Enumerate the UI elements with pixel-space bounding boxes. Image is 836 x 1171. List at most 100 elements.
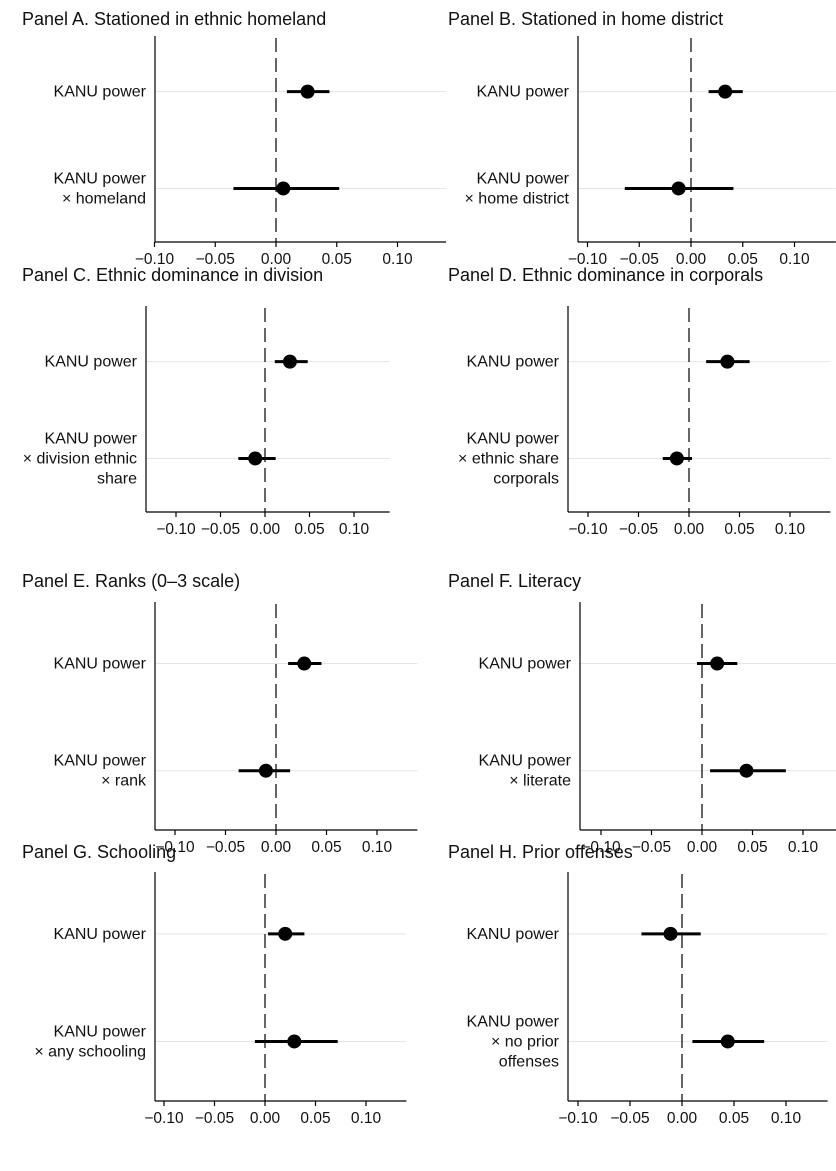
row-label-line: × no prior	[491, 1033, 560, 1050]
panel-title: Panel A. Stationed in ethnic homeland	[22, 9, 326, 29]
x-tick-label: −0.10	[135, 251, 175, 268]
row-label-line: KANU power	[54, 656, 147, 673]
point-estimate	[720, 354, 735, 369]
panel-title: Panel G. Schooling	[22, 842, 176, 862]
x-tick-label: 0.05	[300, 1110, 330, 1127]
row-label: KANU power	[54, 84, 147, 101]
x-tick-label: 0.05	[724, 521, 754, 538]
row-label-line: offenses	[499, 1053, 559, 1070]
x-tick-label: 0.00	[250, 521, 281, 538]
row-label-line: KANU power	[477, 84, 570, 101]
x-tick-label: 0.10	[339, 521, 370, 538]
x-tick-label: −0.05	[195, 1110, 234, 1127]
row-label: KANU power	[45, 354, 138, 371]
row-label-line: KANU power	[45, 354, 138, 371]
row-label-line: KANU power	[54, 84, 147, 101]
x-tick-label: 0.00	[261, 251, 292, 268]
panel-h: Panel H. Prior offenses−0.10 −0.05 0.00 0.0…	[448, 842, 828, 1127]
x-tick-label: −0.05	[201, 521, 240, 538]
panel-b: Panel B. Stationed in home district −0.10…	[448, 9, 836, 268]
point-estimate	[282, 354, 297, 369]
x-tick-label: 0.05	[322, 251, 352, 268]
x-tick-label: 0.00	[676, 251, 707, 268]
x-tick-label: −0.10	[156, 521, 196, 538]
row-label: KANU power	[467, 926, 560, 943]
point-estimate	[720, 1034, 735, 1049]
point-estimate	[287, 1034, 302, 1049]
panel-f: Panel F. Literacy −0.10 −0.05 0.00 0.05 0.10 K…	[448, 571, 836, 856]
row-label-line: KANU power	[477, 170, 570, 187]
row-label: KANU power × any schooling	[34, 1023, 146, 1060]
x-tick-label: 0.00	[250, 1110, 281, 1127]
point-estimate	[278, 926, 293, 941]
x-tick-label: −0.10	[155, 839, 195, 856]
x-tick-label: 0.10	[775, 521, 806, 538]
row-label: KANU power	[54, 656, 147, 673]
row-label-line: KANU power	[467, 354, 560, 371]
x-tick-label: 0.00	[687, 839, 718, 856]
x-tick-label: 0.10	[351, 1110, 382, 1127]
row-label-line: KANU power	[54, 926, 147, 943]
row-label: KANU power	[467, 354, 560, 371]
panel-g: Panel G. Schooling−0.10 −0.05 0.00 0.05 0.10…	[22, 842, 407, 1127]
row-label: KANU power × division ethnic share	[23, 430, 138, 487]
panel-title: Panel E. Ranks (0–3 scale)	[22, 571, 240, 591]
row-label-line: share	[97, 470, 137, 487]
panel-a: Panel A. Stationed in ethnic homeland −0.…	[22, 9, 447, 268]
panel-title: Panel B. Stationed in home district	[448, 9, 723, 29]
row-label: KANU power × homeland	[54, 170, 147, 207]
x-tick-label: 0.10	[779, 251, 810, 268]
row-label-line: KANU power	[54, 1023, 147, 1040]
x-tick-label: −0.10	[568, 251, 608, 268]
x-tick-label: 0.05	[294, 521, 324, 538]
x-tick-label: 0.05	[311, 839, 341, 856]
row-label: KANU power × literate	[479, 753, 572, 790]
row-label-line: × any schooling	[34, 1043, 146, 1060]
point-estimate	[248, 451, 263, 466]
x-tick-label: −0.05	[632, 839, 671, 856]
row-label-line: × division ethnic	[23, 450, 137, 467]
x-tick-label: −0.05	[206, 839, 245, 856]
row-label-line: KANU power	[467, 926, 560, 943]
point-estimate	[663, 926, 678, 941]
panel-title: Panel F. Literacy	[448, 571, 581, 591]
x-tick-label: 0.10	[362, 839, 393, 856]
x-tick-label: −0.10	[558, 1110, 598, 1127]
row-label-line: × literate	[509, 773, 571, 790]
point-estimate	[276, 181, 291, 196]
x-tick-label: −0.10	[568, 521, 608, 538]
panel-title: Panel C. Ethnic dominance in division	[22, 265, 323, 285]
x-tick-label: 0.10	[771, 1110, 802, 1127]
panel-title: Panel H. Prior offenses	[448, 842, 633, 862]
panel-title: Panel D. Ethnic dominance in corporals	[448, 265, 763, 285]
row-label: KANU power	[54, 926, 147, 943]
row-label-line: KANU power	[54, 170, 147, 187]
row-label-line: × home district	[465, 190, 570, 207]
row-label-line: × homeland	[62, 190, 146, 207]
x-tick-label: −0.10	[144, 1110, 184, 1127]
row-label-line: KANU power	[45, 430, 138, 447]
row-label: KANU power	[477, 84, 570, 101]
x-tick-label: −0.10	[581, 839, 621, 856]
x-tick-label: −0.05	[619, 521, 658, 538]
x-tick-label: 0.05	[719, 1110, 749, 1127]
point-estimate	[739, 763, 754, 778]
x-tick-label: 0.00	[261, 839, 292, 856]
point-estimate	[718, 84, 733, 99]
row-label: KANU power × no prior offenses	[467, 1013, 560, 1070]
panel-d: Panel D. Ethnic dominance in corporals −0…	[448, 265, 831, 538]
point-estimate	[710, 656, 725, 671]
point-estimate	[669, 451, 684, 466]
row-label: KANU power × ethnic share corporals	[458, 430, 560, 487]
x-tick-label: 0.00	[674, 521, 705, 538]
x-tick-label: 0.00	[667, 1110, 698, 1127]
row-label: KANU power × home district	[465, 170, 570, 207]
point-estimate	[297, 656, 312, 671]
point-estimate	[671, 181, 686, 196]
panel-c: Panel C. Ethnic dominance in division −0.…	[22, 265, 390, 538]
x-tick-label: 0.05	[728, 251, 758, 268]
row-label-line: KANU power	[467, 1013, 560, 1030]
x-tick-label: 0.10	[788, 839, 819, 856]
row-label-line: × ethnic share	[458, 450, 559, 467]
row-label: KANU power × rank	[54, 753, 147, 790]
